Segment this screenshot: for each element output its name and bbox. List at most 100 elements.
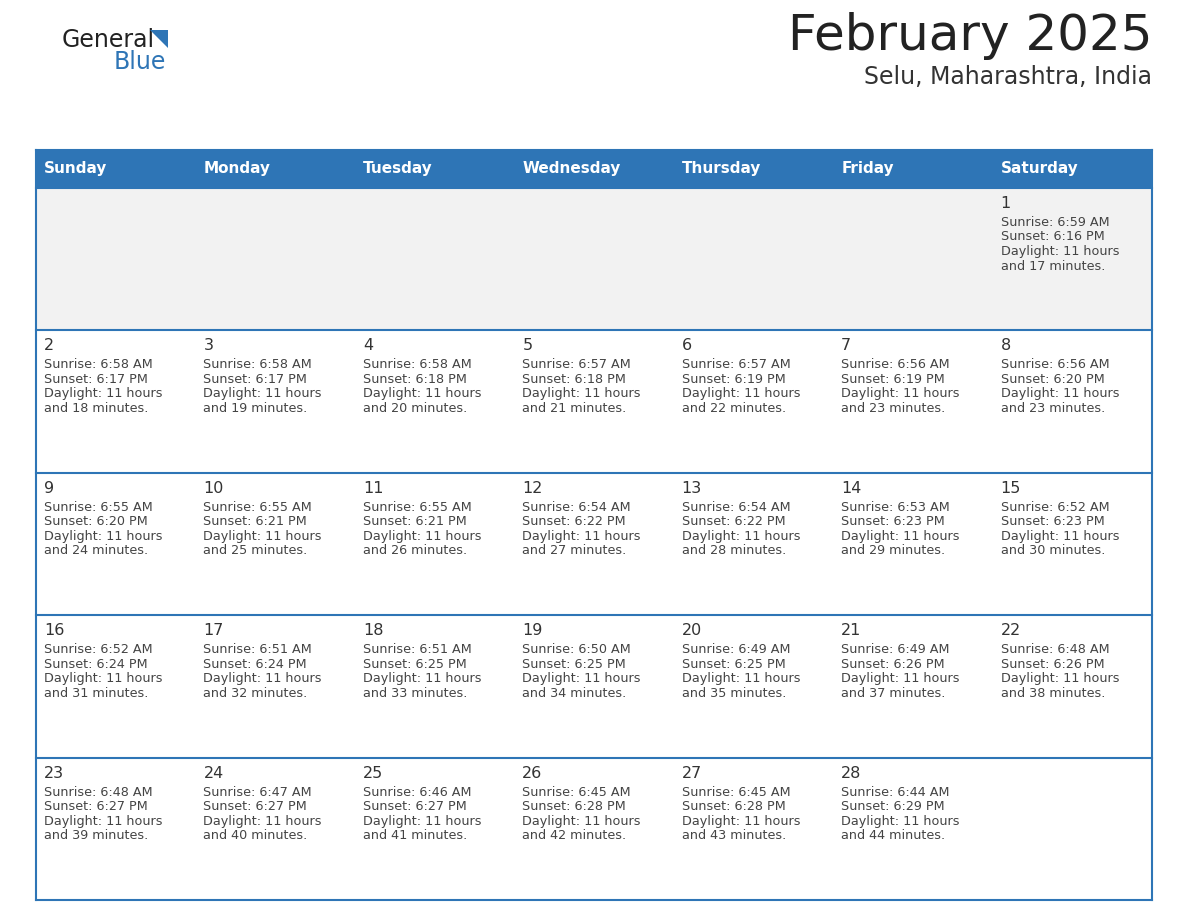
Text: Daylight: 11 hours: Daylight: 11 hours — [682, 530, 801, 543]
Text: Sunset: 6:28 PM: Sunset: 6:28 PM — [523, 800, 626, 813]
Bar — [36, 150, 196, 188]
Text: Sunrise: 6:50 AM: Sunrise: 6:50 AM — [523, 644, 631, 656]
Text: Daylight: 11 hours: Daylight: 11 hours — [523, 672, 640, 685]
Text: Sunrise: 6:56 AM: Sunrise: 6:56 AM — [1000, 358, 1110, 372]
Text: Selu, Maharashtra, India: Selu, Maharashtra, India — [864, 65, 1152, 89]
Text: Sunset: 6:20 PM: Sunset: 6:20 PM — [1000, 373, 1105, 386]
Text: Sunset: 6:26 PM: Sunset: 6:26 PM — [1000, 657, 1104, 671]
Polygon shape — [150, 30, 168, 48]
Bar — [36, 188, 196, 330]
Text: 10: 10 — [203, 481, 223, 496]
Text: Sunset: 6:27 PM: Sunset: 6:27 PM — [362, 800, 467, 813]
Text: Sunrise: 6:46 AM: Sunrise: 6:46 AM — [362, 786, 472, 799]
Text: Sunrise: 6:51 AM: Sunrise: 6:51 AM — [362, 644, 472, 656]
Text: and 24 minutes.: and 24 minutes. — [44, 544, 148, 557]
Text: and 29 minutes.: and 29 minutes. — [841, 544, 946, 557]
Text: Sunset: 6:23 PM: Sunset: 6:23 PM — [1000, 515, 1105, 528]
Text: 28: 28 — [841, 766, 861, 780]
Text: Daylight: 11 hours: Daylight: 11 hours — [44, 530, 163, 543]
Text: and 35 minutes.: and 35 minutes. — [682, 687, 786, 700]
Text: 9: 9 — [44, 481, 55, 496]
Text: and 25 minutes.: and 25 minutes. — [203, 544, 308, 557]
Text: and 23 minutes.: and 23 minutes. — [1000, 402, 1105, 415]
Text: Sunset: 6:26 PM: Sunset: 6:26 PM — [841, 657, 944, 671]
Text: and 33 minutes.: and 33 minutes. — [362, 687, 467, 700]
Text: 26: 26 — [523, 766, 543, 780]
Text: 23: 23 — [44, 766, 64, 780]
Text: Daylight: 11 hours: Daylight: 11 hours — [1000, 530, 1119, 543]
Bar — [833, 188, 992, 330]
Text: Sunrise: 6:59 AM: Sunrise: 6:59 AM — [1000, 216, 1110, 229]
Text: Daylight: 11 hours: Daylight: 11 hours — [1000, 387, 1119, 400]
Bar — [355, 757, 514, 900]
Text: Sunset: 6:24 PM: Sunset: 6:24 PM — [203, 657, 307, 671]
Bar — [992, 473, 1152, 615]
Text: Thursday: Thursday — [682, 162, 762, 176]
Text: Sunrise: 6:55 AM: Sunrise: 6:55 AM — [203, 501, 312, 514]
Text: and 44 minutes.: and 44 minutes. — [841, 829, 946, 842]
Text: and 19 minutes.: and 19 minutes. — [203, 402, 308, 415]
Text: Sunrise: 6:52 AM: Sunrise: 6:52 AM — [1000, 501, 1110, 514]
Text: 14: 14 — [841, 481, 861, 496]
Text: and 43 minutes.: and 43 minutes. — [682, 829, 786, 842]
Text: Sunset: 6:18 PM: Sunset: 6:18 PM — [523, 373, 626, 386]
Text: Daylight: 11 hours: Daylight: 11 hours — [362, 530, 481, 543]
Text: Sunrise: 6:54 AM: Sunrise: 6:54 AM — [682, 501, 790, 514]
Bar — [674, 150, 833, 188]
Text: and 40 minutes.: and 40 minutes. — [203, 829, 308, 842]
Bar — [196, 330, 355, 473]
Text: 24: 24 — [203, 766, 223, 780]
Text: Sunrise: 6:48 AM: Sunrise: 6:48 AM — [1000, 644, 1110, 656]
Text: Daylight: 11 hours: Daylight: 11 hours — [1000, 245, 1119, 258]
Bar — [36, 330, 196, 473]
Text: Daylight: 11 hours: Daylight: 11 hours — [203, 814, 322, 828]
Text: and 38 minutes.: and 38 minutes. — [1000, 687, 1105, 700]
Bar — [674, 615, 833, 757]
Bar — [674, 188, 833, 330]
Bar — [674, 757, 833, 900]
Text: February 2025: February 2025 — [788, 12, 1152, 60]
Text: 1: 1 — [1000, 196, 1011, 211]
Text: Sunrise: 6:52 AM: Sunrise: 6:52 AM — [44, 644, 152, 656]
Text: Sunrise: 6:57 AM: Sunrise: 6:57 AM — [523, 358, 631, 372]
Text: Sunset: 6:17 PM: Sunset: 6:17 PM — [44, 373, 147, 386]
Text: Sunrise: 6:57 AM: Sunrise: 6:57 AM — [682, 358, 790, 372]
Bar — [355, 330, 514, 473]
Text: Sunrise: 6:53 AM: Sunrise: 6:53 AM — [841, 501, 950, 514]
Text: and 27 minutes.: and 27 minutes. — [523, 544, 626, 557]
Text: Sunrise: 6:51 AM: Sunrise: 6:51 AM — [203, 644, 312, 656]
Text: Daylight: 11 hours: Daylight: 11 hours — [523, 530, 640, 543]
Text: Sunset: 6:28 PM: Sunset: 6:28 PM — [682, 800, 785, 813]
Text: Daylight: 11 hours: Daylight: 11 hours — [44, 387, 163, 400]
Bar — [833, 757, 992, 900]
Text: 16: 16 — [44, 623, 64, 638]
Text: 3: 3 — [203, 339, 214, 353]
Text: Daylight: 11 hours: Daylight: 11 hours — [841, 387, 960, 400]
Text: Daylight: 11 hours: Daylight: 11 hours — [682, 672, 801, 685]
Text: and 22 minutes.: and 22 minutes. — [682, 402, 785, 415]
Text: Daylight: 11 hours: Daylight: 11 hours — [362, 387, 481, 400]
Text: and 34 minutes.: and 34 minutes. — [523, 687, 626, 700]
Text: Friday: Friday — [841, 162, 893, 176]
Text: 5: 5 — [523, 339, 532, 353]
Text: and 39 minutes.: and 39 minutes. — [44, 829, 148, 842]
Text: Sunrise: 6:56 AM: Sunrise: 6:56 AM — [841, 358, 949, 372]
Text: Sunrise: 6:48 AM: Sunrise: 6:48 AM — [44, 786, 152, 799]
Text: 25: 25 — [362, 766, 383, 780]
Text: Sunset: 6:19 PM: Sunset: 6:19 PM — [841, 373, 944, 386]
Text: Sunrise: 6:44 AM: Sunrise: 6:44 AM — [841, 786, 949, 799]
Text: and 20 minutes.: and 20 minutes. — [362, 402, 467, 415]
Bar — [355, 188, 514, 330]
Text: Daylight: 11 hours: Daylight: 11 hours — [203, 387, 322, 400]
Text: Saturday: Saturday — [1000, 162, 1079, 176]
Bar — [674, 473, 833, 615]
Bar — [196, 473, 355, 615]
Bar — [674, 330, 833, 473]
Text: Sunset: 6:25 PM: Sunset: 6:25 PM — [682, 657, 785, 671]
Text: Wednesday: Wednesday — [523, 162, 620, 176]
Text: Sunrise: 6:58 AM: Sunrise: 6:58 AM — [44, 358, 153, 372]
Text: Daylight: 11 hours: Daylight: 11 hours — [841, 814, 960, 828]
Text: 19: 19 — [523, 623, 543, 638]
Text: Blue: Blue — [114, 50, 166, 74]
Text: Sunset: 6:20 PM: Sunset: 6:20 PM — [44, 515, 147, 528]
